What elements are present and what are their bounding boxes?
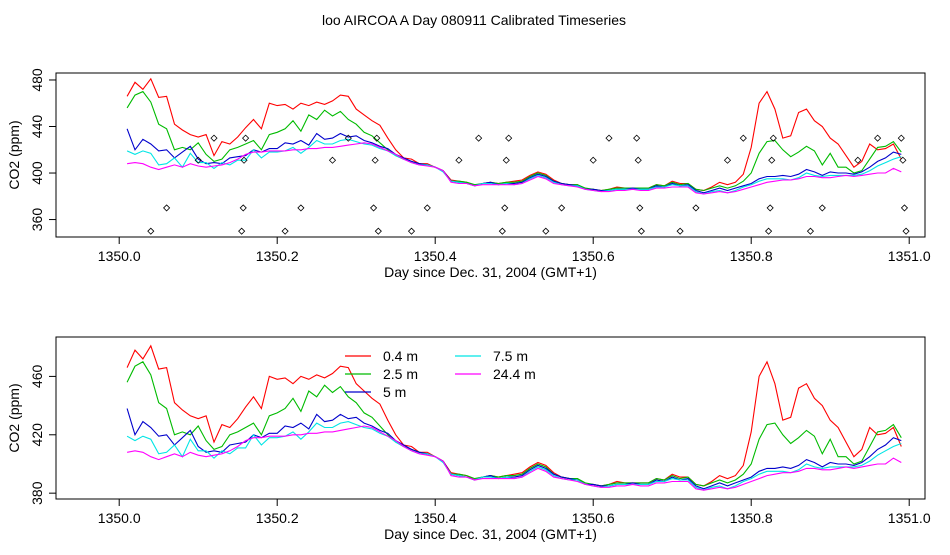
y-tick-label: 460	[29, 365, 45, 389]
x-tick-label: 1351.0	[888, 248, 931, 264]
plot-frame	[55, 72, 926, 238]
diamond-marker	[739, 134, 747, 142]
x-tick-label: 1350.6	[572, 510, 615, 526]
legend-label: 5 m	[383, 384, 406, 400]
diamond-marker	[676, 227, 684, 235]
y-tick-label: 440	[29, 115, 45, 139]
diamond-marker	[502, 156, 510, 164]
legend-label: 7.5 m	[493, 348, 528, 364]
diamond-marker	[238, 227, 246, 235]
diamond-marker	[498, 227, 506, 235]
x-axis-label: Day since Dec. 31, 2004 (GMT+1)	[384, 526, 597, 542]
diamond-marker	[281, 227, 289, 235]
plot-frame	[55, 336, 926, 500]
diamond-marker	[455, 156, 463, 164]
diamond-marker	[147, 227, 155, 235]
diamond-marker	[475, 134, 483, 142]
series-line-5-m	[126, 408, 902, 490]
x-tick-label: 1350.8	[730, 248, 773, 264]
diamond-marker	[239, 204, 247, 212]
lower-co2-panel: 1350.0 1350.2 1350.4 1350.6 1350.8 1351.0 Day …	[6, 336, 931, 542]
y-tick-label: 360	[29, 208, 45, 232]
x-tick-label: 1350.0	[98, 510, 141, 526]
series-line-0-4-m	[126, 77, 902, 192]
y-tick-label: 380	[29, 481, 45, 505]
diamond-marker	[766, 204, 774, 212]
diamond-marker	[558, 204, 566, 212]
series-line-24-4-m	[126, 425, 902, 491]
x-tick-label: 1350.8	[730, 510, 773, 526]
series-line-2-5-m	[126, 90, 902, 192]
series-line-5-m	[126, 128, 902, 194]
diamond-marker	[194, 156, 202, 164]
diamond-marker	[344, 134, 352, 142]
diamond-marker	[897, 134, 905, 142]
diamond-marker	[589, 156, 597, 164]
x-tick-label: 1350.0	[98, 248, 141, 264]
series-line-0-4-m	[126, 344, 902, 487]
diamond-marker	[723, 156, 732, 164]
diamond-marker	[407, 227, 416, 235]
series-line-2-5-m	[126, 361, 902, 487]
diamond-marker	[765, 227, 773, 235]
x-tick-label: 1350.6	[572, 248, 615, 264]
diamond-marker	[900, 204, 909, 212]
legend-label: 24.4 m	[493, 366, 536, 382]
diamond-marker	[768, 156, 776, 164]
diamond-marker	[501, 204, 509, 212]
diamond-marker	[370, 204, 378, 212]
diamond-marker	[371, 156, 379, 164]
diamond-marker	[328, 156, 337, 164]
x-tick-label: 1351.0	[888, 510, 931, 526]
diamond-marker	[423, 204, 431, 212]
diamond-marker	[374, 227, 382, 235]
x-tick-label: 1350.4	[414, 248, 457, 264]
diamond-marker	[874, 134, 882, 142]
diamond-marker	[542, 227, 550, 235]
diamond-marker	[633, 134, 641, 142]
diamond-marker	[636, 204, 644, 212]
diamond-marker	[769, 134, 777, 142]
diamond-marker	[240, 156, 248, 164]
diamond-marker	[505, 134, 513, 142]
diamond-marker	[818, 204, 826, 212]
series-line-7-5-m	[126, 421, 902, 491]
diamond-marker	[242, 134, 250, 142]
series-line-24-4-m	[127, 142, 902, 195]
diamond-marker	[373, 134, 381, 142]
x-tick-label: 1350.2	[256, 510, 299, 526]
series-line-7-5-m	[126, 138, 902, 195]
legend-label: 2.5 m	[383, 366, 418, 382]
y-axis-label: CO2 (ppm)	[6, 383, 22, 452]
diamond-marker	[163, 204, 171, 212]
diamond-marker	[899, 156, 907, 164]
upper-co2-panel: 1350.0 1350.2 1350.4 1350.6 1350.8 1351.0 Day …	[6, 68, 931, 280]
diamond-marker	[806, 227, 815, 235]
x-tick-label: 1350.4	[414, 510, 457, 526]
diamond-marker	[634, 156, 642, 164]
y-tick-label: 420	[29, 423, 45, 447]
diamond-marker	[297, 204, 305, 212]
y-tick-label: 400	[29, 161, 45, 185]
y-axis-label: CO2 (ppm)	[6, 120, 22, 189]
x-axis-label: Day since Dec. 31, 2004 (GMT+1)	[384, 264, 597, 280]
y-tick-label: 480	[29, 68, 45, 92]
legend-label: 0.4 m	[383, 348, 418, 364]
figure-title: loo AIRCOA A Day 080911 Calibrated Times…	[322, 12, 626, 28]
diamond-marker	[605, 134, 613, 142]
diamond-marker	[210, 134, 218, 142]
diamond-marker	[902, 227, 910, 235]
diamond-marker	[637, 227, 645, 235]
diamond-marker	[854, 156, 862, 164]
diamond-marker	[692, 204, 700, 212]
x-tick-label: 1350.2	[256, 248, 299, 264]
